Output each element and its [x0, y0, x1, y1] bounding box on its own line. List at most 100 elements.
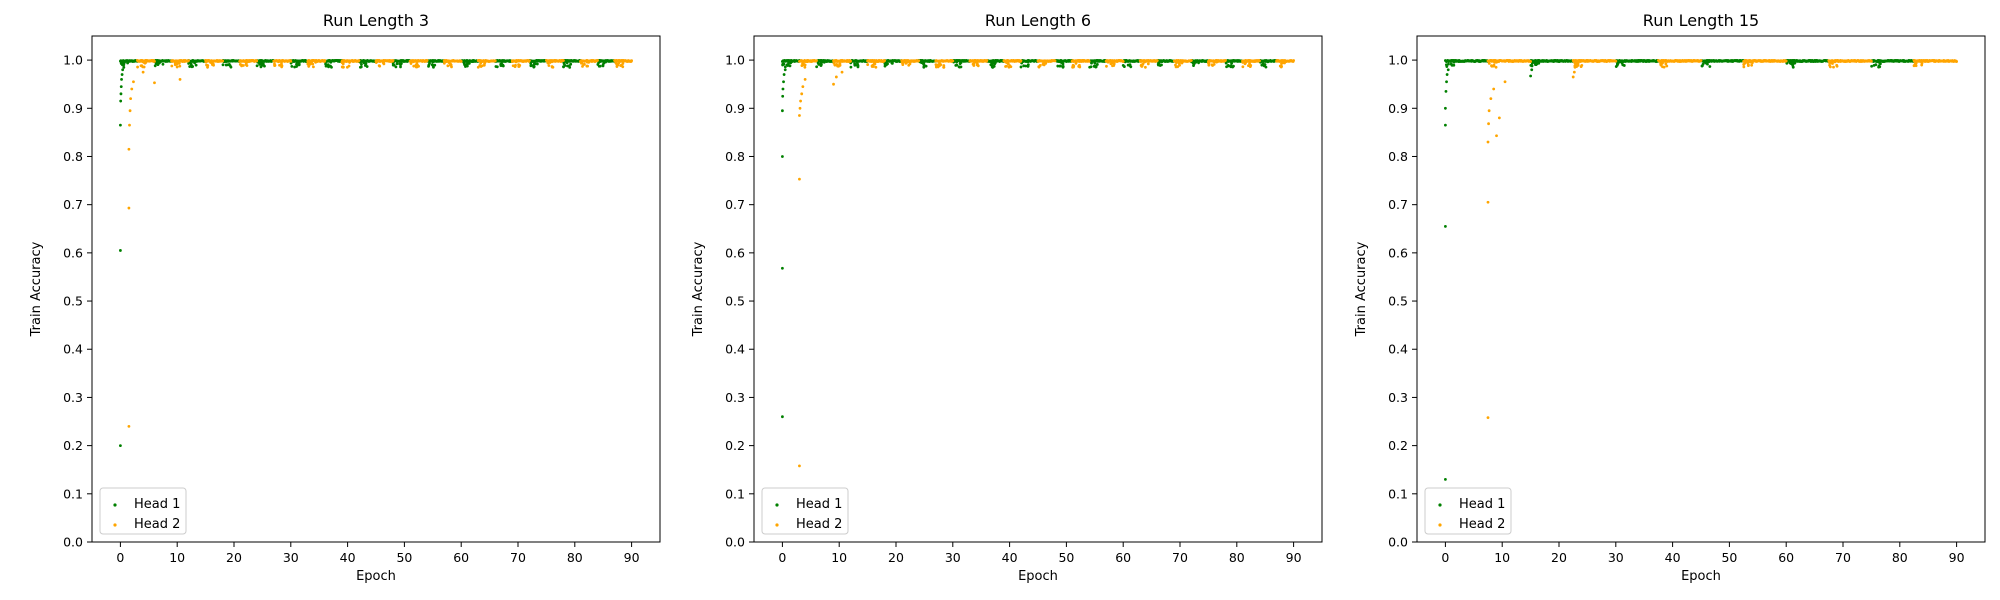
data-point — [1445, 80, 1448, 84]
data-point — [1141, 62, 1145, 66]
x-tick-label: 90 — [1949, 550, 1965, 565]
data-point — [1489, 97, 1493, 101]
data-point — [1009, 65, 1013, 69]
data-point — [227, 59, 231, 63]
y-tick-label: 0.4 — [725, 342, 745, 357]
y-tick-label: 0.1 — [63, 486, 83, 501]
legend-marker — [775, 503, 779, 507]
y-tick-label: 1.0 — [725, 53, 745, 68]
data-point — [856, 64, 860, 67]
legend-marker — [1438, 503, 1442, 507]
data-point — [783, 65, 787, 69]
data-point — [511, 64, 515, 68]
x-axis-label: Epoch — [1018, 569, 1058, 584]
data-point — [1534, 63, 1537, 66]
y-tick-label: 0.6 — [1388, 245, 1408, 260]
data-point — [587, 60, 591, 64]
data-point — [1126, 63, 1130, 67]
data-point — [1061, 65, 1065, 68]
data-point — [121, 68, 125, 72]
data-point — [330, 65, 333, 69]
y-tick-label: 0.3 — [63, 390, 83, 405]
data-point — [173, 61, 177, 65]
data-point — [1241, 60, 1245, 64]
data-point — [1452, 60, 1456, 64]
data-point — [119, 249, 122, 252]
data-point — [1093, 61, 1097, 65]
data-point — [190, 64, 193, 68]
legend-label: Head 1 — [1459, 497, 1505, 512]
data-point — [1790, 61, 1794, 64]
data-point — [1112, 59, 1115, 63]
data-point — [1112, 62, 1116, 66]
subplot-1: Run Length 3 0 10 20 30 40 50 60 70 80 90 0.0 0.1 0.2… — [29, 11, 661, 584]
legend-label: Head 1 — [796, 497, 842, 512]
data-point — [870, 64, 874, 68]
data-point — [392, 63, 396, 67]
data-point — [153, 81, 156, 85]
data-point — [993, 61, 997, 65]
data-point — [127, 147, 131, 151]
data-point — [954, 63, 958, 67]
data-point — [583, 62, 586, 66]
y-axis-label: Train Accuracy — [29, 241, 44, 337]
data-point — [529, 62, 533, 65]
data-point — [399, 63, 402, 67]
data-point — [307, 65, 311, 68]
y-tick-label: 0.5 — [725, 294, 745, 309]
data-point — [1750, 61, 1754, 65]
data-point — [1447, 62, 1450, 66]
data-point — [1828, 63, 1831, 67]
data-point — [277, 60, 280, 64]
data-point — [1095, 63, 1099, 66]
data-point — [817, 62, 821, 66]
data-point — [1444, 63, 1448, 67]
data-point — [1450, 62, 1453, 66]
data-point — [1044, 60, 1048, 64]
data-point — [1212, 60, 1216, 64]
data-point — [324, 62, 327, 66]
data-point — [120, 77, 123, 81]
x-tick-label: 60 — [1115, 550, 1131, 565]
data-point — [1576, 63, 1580, 67]
data-point — [358, 65, 362, 69]
data-point — [1448, 59, 1452, 63]
data-point — [416, 63, 419, 67]
data-point — [975, 63, 979, 67]
y-tick-label: 0.0 — [1388, 535, 1408, 550]
data-point — [170, 64, 174, 68]
data-point — [193, 61, 197, 65]
y-axis-label: Train Accuracy — [1354, 241, 1369, 337]
data-point — [991, 61, 995, 65]
legend: Head 1 Head 2 — [1424, 487, 1512, 535]
data-point — [1708, 65, 1712, 68]
data-point — [890, 61, 894, 65]
data-point — [597, 61, 601, 64]
legend-label: Head 1 — [134, 497, 180, 512]
y-tick-label: 0.1 — [725, 486, 745, 501]
data-point — [153, 59, 156, 63]
data-point — [459, 59, 463, 63]
data-point — [787, 60, 790, 64]
data-point — [781, 94, 785, 98]
data-point — [1180, 61, 1184, 65]
legend-marker — [113, 503, 117, 507]
data-point — [1879, 62, 1882, 66]
data-point — [293, 65, 296, 69]
chart-title: Run Length 15 — [1643, 11, 1759, 30]
x-tick-label: 10 — [831, 550, 847, 565]
y-tick-label: 0.7 — [1388, 197, 1408, 212]
y-tick-label: 0.8 — [725, 149, 745, 164]
data-point — [849, 59, 852, 63]
data-point — [1446, 68, 1450, 72]
data-point — [781, 266, 784, 270]
data-point — [1264, 65, 1268, 69]
data-point — [1877, 65, 1881, 69]
data-point — [782, 80, 785, 84]
data-point — [535, 62, 539, 66]
legend: Head 1 Head 2 — [99, 487, 187, 535]
data-point — [1094, 65, 1098, 69]
x-tick-label: 20 — [888, 550, 904, 565]
data-point — [822, 60, 826, 64]
